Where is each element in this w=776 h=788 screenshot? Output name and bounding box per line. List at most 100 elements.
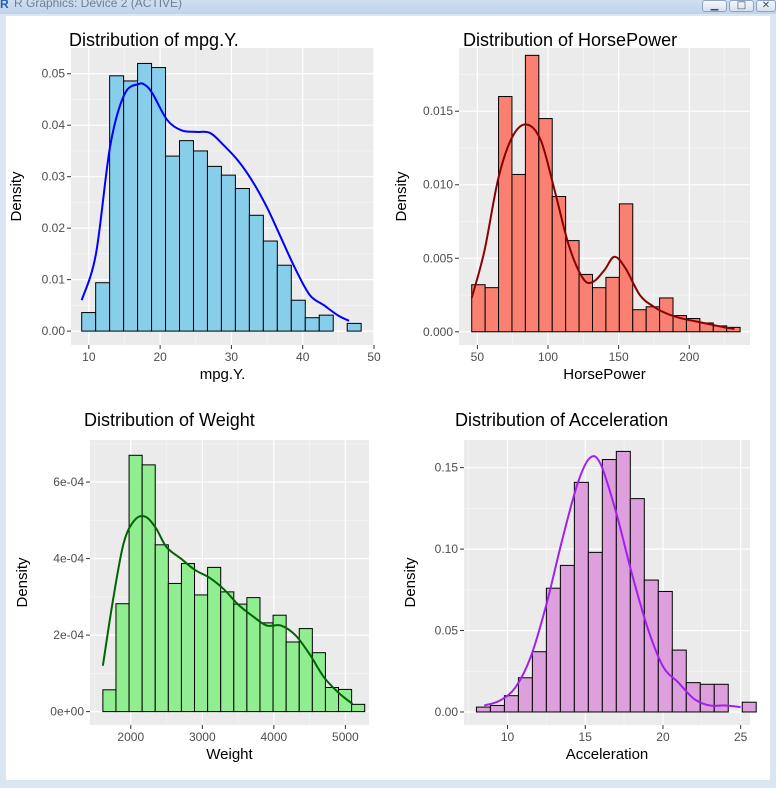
close-icon: ✕: [761, 0, 771, 11]
maximize-button[interactable]: □: [729, 0, 754, 12]
window-title: R Graphics: Device 2 (ACTIVE): [14, 0, 183, 10]
y-tick-label: 0.010: [423, 178, 453, 192]
histogram-bar: [220, 174, 236, 332]
y-tick-label: 0.05: [435, 624, 459, 638]
chart-title: Distribution of Weight: [84, 410, 255, 430]
histogram-bar: [311, 652, 326, 713]
chart-1: 10 20 30 40 50 0.00 0.01 0.02 0.03 0.04 0.05 Distri…: [8, 30, 381, 383]
x-tick-label: 10: [82, 350, 96, 364]
histogram-bar: [645, 306, 661, 333]
histogram-bar: [246, 597, 261, 713]
histogram-bar: [318, 314, 334, 332]
x-tick-label: 20: [153, 350, 167, 364]
y-tick-label: 0.005: [423, 251, 453, 265]
histogram-bar: [304, 317, 320, 332]
x-tick-label: 3000: [189, 730, 216, 744]
histogram-bar: [262, 240, 278, 332]
minimize-button[interactable]: ▁: [702, 0, 727, 12]
histogram-bar: [713, 683, 729, 713]
histogram-bar: [115, 603, 130, 713]
r-logo-icon: R: [0, 0, 9, 11]
density-curve: [483, 455, 741, 709]
x-tick-label: 150: [609, 350, 629, 364]
histogram-bar: [192, 150, 208, 332]
y-tick-label: 0.02: [42, 221, 66, 235]
histogram-bar: [276, 264, 292, 332]
histogram-bar: [498, 96, 513, 333]
y-tick-label: 0.015: [423, 104, 453, 118]
x-tick-label: 10: [501, 730, 515, 744]
x-tick-label: 5000: [332, 730, 359, 744]
y-axis-title: Density: [402, 557, 419, 608]
y-tick-label: 0.00: [435, 705, 459, 719]
histogram-bar: [741, 701, 757, 713]
chart-4: 10 15 20 25 0.00 0.05 0.10 0.15 Distribution of …: [402, 410, 757, 763]
histogram-bar: [128, 454, 143, 713]
histogram-bar: [102, 689, 117, 713]
histogram-bar: [207, 566, 222, 713]
y-tick-label: 0.01: [42, 273, 66, 287]
histogram-bar: [559, 564, 575, 713]
histogram-bar: [180, 563, 196, 713]
y-axis-title: Density: [393, 171, 410, 222]
histogram-bar: [206, 165, 222, 332]
histogram-bar: [511, 173, 526, 333]
histogram-bar: [657, 590, 673, 713]
histogram-bar: [351, 703, 366, 713]
chart-title: Distribution of HorsePower: [463, 30, 677, 50]
x-tick-label: 50: [367, 350, 381, 364]
x-tick-label: 30: [225, 350, 239, 364]
histogram-bar: [137, 62, 153, 332]
histogram-bar: [671, 649, 687, 713]
histogram-bar: [632, 309, 647, 333]
histogram-bar: [259, 622, 274, 713]
close-button[interactable]: ✕: [756, 0, 776, 12]
histogram-bar: [551, 196, 567, 333]
histogram-bar: [233, 603, 248, 713]
histogram-bar: [81, 312, 97, 332]
density-curve: [470, 123, 735, 330]
density-curve: [101, 514, 354, 705]
histogram-bar: [285, 641, 300, 713]
y-tick-label: 0.03: [42, 170, 66, 184]
x-tick-label: 40: [296, 350, 310, 364]
y-tick-label: 0.04: [42, 118, 66, 132]
x-axis-title: HorsePower: [563, 366, 646, 383]
y-tick-label: 0.000: [423, 325, 453, 339]
histogram-bar: [95, 282, 111, 332]
y-tick-label: 4e-04: [53, 552, 84, 566]
histogram-bar: [123, 80, 139, 332]
x-axis-title: Weight: [206, 746, 253, 763]
histogram-bar: [503, 695, 519, 713]
y-tick-label: 2e-04: [53, 628, 84, 642]
histogram-bar: [167, 582, 182, 713]
histogram-bar: [346, 322, 362, 332]
y-tick-label: 6e-04: [53, 475, 84, 489]
histogram-bar: [605, 276, 620, 333]
histogram-bar: [141, 464, 156, 713]
chart-title: Distribution of Acceleration: [455, 410, 668, 430]
x-tick-label: 4000: [261, 730, 288, 744]
y-tick-label: 0.05: [42, 67, 66, 81]
histogram-bar: [484, 287, 500, 333]
x-tick-label: 50: [471, 350, 485, 364]
histogram-bar: [154, 544, 169, 713]
histogram-bar: [591, 287, 607, 333]
y-tick-label: 0.15: [435, 461, 459, 475]
x-tick-label: 200: [679, 350, 699, 364]
y-axis-title: Density: [14, 557, 31, 608]
histogram-bar: [517, 677, 533, 713]
title-bar[interactable]: R R Graphics: Device 2 (ACTIVE) ▁ □ ✕: [0, 0, 776, 14]
histogram-bar: [179, 140, 194, 332]
histogram-bar: [165, 155, 181, 332]
chart-title: Distribution of mpg.Y.: [69, 30, 239, 50]
histogram-bar: [220, 591, 235, 713]
y-tick-label: 0e+00: [50, 705, 84, 719]
density-curve: [80, 82, 350, 322]
histogram-bar: [524, 54, 540, 333]
histogram-bar: [573, 481, 589, 713]
histogram-bar: [475, 706, 491, 713]
histogram-bar: [531, 651, 547, 713]
x-tick-label: 25: [734, 730, 748, 744]
